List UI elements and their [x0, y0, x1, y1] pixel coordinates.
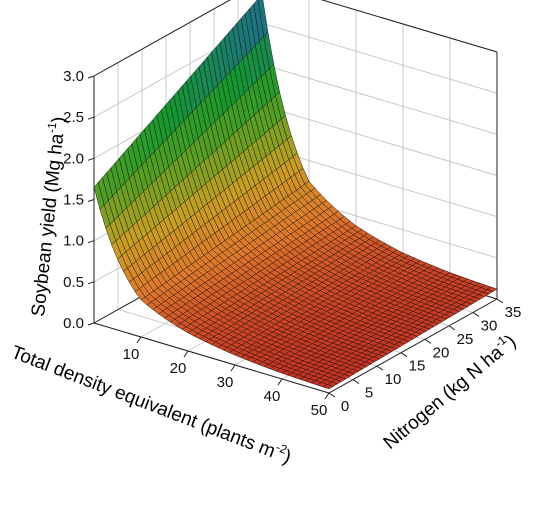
axis-ticks: 0.0 0.5 1.0 1.5 2.0 2.5 3.0 10 20 30 40 50 05 10 15 20 2… — [63, 68, 521, 419]
z-tick-label: 2.0 — [63, 150, 84, 167]
x-tick-label: 50 — [311, 402, 328, 419]
y-tick-label: 25 — [457, 331, 474, 348]
yield-surface — [93, 0, 498, 390]
x-tick-label: 30 — [217, 374, 234, 391]
z-tick-mark — [87, 240, 95, 244]
z-tick-mark — [87, 116, 95, 120]
y-tick-label: 5 — [365, 385, 373, 402]
z-tick-label: 2.5 — [63, 109, 84, 126]
z-tick-mark — [87, 199, 95, 202]
y-tick-label: 35 — [505, 304, 522, 321]
y-tick-mark — [328, 392, 336, 398]
x-tick-mark — [230, 364, 236, 372]
x-tick-mark — [183, 350, 189, 358]
y-tick-mark — [376, 365, 384, 371]
y-tick-label: 0 — [341, 398, 349, 415]
x-tick-mark — [136, 336, 142, 344]
y-tick-mark — [496, 298, 504, 304]
z-tick-label: 1.0 — [63, 233, 84, 250]
grid-line-z — [261, 63, 498, 135]
surface-cell — [322, 384, 334, 390]
y-tick-mark — [352, 379, 360, 384]
x-axis-line — [93, 322, 330, 394]
y-tick-label: 20 — [433, 344, 450, 361]
wall-edge-top — [320, 0, 498, 53]
x-tick-label: 40 — [264, 388, 281, 405]
grid-line-z — [261, 22, 498, 94]
x-tick-mark — [324, 392, 330, 400]
z-tick-label: 0.5 — [63, 274, 84, 291]
z-tick-label: 0.0 — [63, 315, 84, 332]
y-tick-mark — [472, 312, 480, 317]
y-tick-mark — [448, 325, 456, 331]
z-tick-mark — [87, 322, 95, 326]
x-tick-mark — [277, 378, 283, 386]
y-axis-line — [328, 298, 498, 394]
wall-edge-top — [93, 0, 231, 77]
z-tick-label: 3.0 — [63, 68, 84, 85]
z-tick-mark — [87, 75, 95, 79]
x-tick-label: 20 — [170, 360, 187, 377]
z-tick-label: 1.5 — [63, 192, 84, 209]
grid-line-z — [261, 146, 498, 218]
y-tick-mark — [400, 352, 408, 358]
y-tick-label: 30 — [481, 317, 498, 334]
z-tick-mark — [87, 157, 95, 161]
y-tick-mark — [424, 338, 432, 344]
z-tick-mark — [87, 281, 95, 285]
y-tick-label: 15 — [409, 358, 426, 375]
x-tick-label: 10 — [123, 346, 140, 363]
grid-line-z — [261, 105, 498, 176]
y-tick-label: 10 — [385, 371, 402, 388]
